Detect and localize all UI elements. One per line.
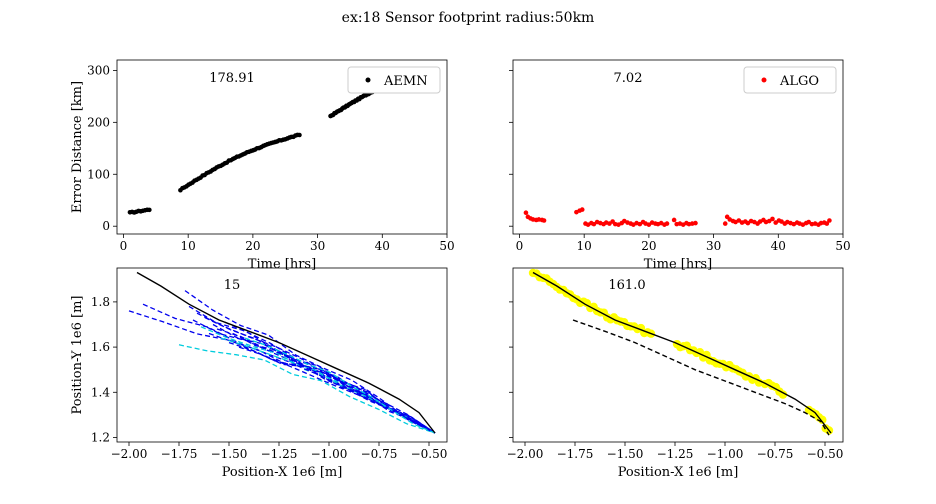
x-tick-label: −2.00 bbox=[111, 447, 148, 461]
y-tick-label: 0 bbox=[102, 219, 110, 233]
data-point bbox=[541, 218, 547, 223]
y-tick-label: 1.4 bbox=[91, 385, 110, 399]
track-line bbox=[128, 310, 436, 434]
plot-area bbox=[523, 207, 832, 227]
panel-bottom-right: −2.00 −1.75 −1.50 −1.25 −1.00 −0.75 −0.50 Posit… bbox=[507, 267, 844, 480]
track-line bbox=[232, 332, 436, 434]
x-axis-label: Time [hrs] bbox=[644, 257, 712, 272]
track-line bbox=[200, 326, 436, 434]
x-tick-label: 50 bbox=[439, 239, 454, 253]
detection-point bbox=[778, 390, 788, 399]
axes-frame bbox=[512, 59, 844, 235]
legend-label: ALGO bbox=[779, 74, 819, 89]
track-line bbox=[204, 317, 436, 434]
data-point bbox=[824, 221, 830, 226]
x-tick-label: −1.50 bbox=[607, 447, 644, 461]
data-point bbox=[827, 218, 832, 223]
legend-label: AEMN bbox=[383, 74, 428, 89]
data-point bbox=[693, 220, 698, 226]
x-tick-label: −1.00 bbox=[707, 447, 744, 461]
legend-box bbox=[347, 66, 441, 94]
data-point bbox=[722, 221, 728, 226]
data-point bbox=[147, 207, 152, 213]
x-axis-label: Position-X 1e6 [m] bbox=[618, 465, 739, 480]
track-line bbox=[142, 303, 436, 434]
x-tick-label: −0.75 bbox=[757, 447, 794, 461]
data-point bbox=[664, 221, 670, 226]
truth-line bbox=[532, 271, 832, 434]
y-tick-label: 300 bbox=[87, 63, 110, 77]
truth-line bbox=[136, 271, 436, 434]
data-point bbox=[297, 132, 302, 138]
data-point bbox=[770, 216, 775, 222]
x-tick-label: −0.50 bbox=[411, 447, 448, 461]
x-tick-label: 30 bbox=[310, 239, 325, 253]
data-point bbox=[671, 217, 677, 223]
estimate-line bbox=[572, 319, 830, 436]
axes-frame bbox=[512, 267, 844, 443]
x-axis-label: Time [hrs] bbox=[248, 257, 316, 272]
panel-top-left: 0 10 20 30 40 50 0 100 200 300 Time [hrs] Error Dis… bbox=[70, 59, 455, 272]
x-tick-label: 0 bbox=[120, 239, 128, 253]
plot-area bbox=[528, 268, 834, 436]
track-line bbox=[244, 337, 436, 434]
axes-frame bbox=[116, 267, 448, 443]
legend-box bbox=[743, 66, 837, 94]
y-axis-label: Position-Y 1e6 [m] bbox=[70, 296, 85, 415]
figure-suptitle: ex:18 Sensor footprint radius:50km bbox=[342, 10, 595, 26]
y-tick-label: 200 bbox=[87, 115, 110, 129]
x-tick-label: −2.00 bbox=[507, 447, 544, 461]
x-axis-label: Position-X 1e6 [m] bbox=[222, 465, 343, 480]
track-line bbox=[238, 346, 436, 434]
x-tick-label: 20 bbox=[245, 239, 260, 253]
y-tick-label: 100 bbox=[87, 167, 110, 181]
track-line bbox=[184, 290, 436, 434]
data-point bbox=[523, 210, 529, 216]
panel-annotation: 161.0 bbox=[608, 278, 645, 293]
track-line bbox=[178, 344, 436, 434]
x-tick-label: 20 bbox=[641, 239, 656, 253]
legend-marker bbox=[761, 77, 767, 83]
panel-top-right: 0 10 20 30 40 50 Time [hrs] ALGO 7.02 bbox=[509, 59, 851, 272]
x-tick-label: −1.75 bbox=[557, 447, 594, 461]
legend-marker bbox=[365, 77, 371, 83]
x-tick-label: −0.50 bbox=[807, 447, 844, 461]
x-tick-label: 40 bbox=[375, 239, 390, 253]
y-tick-label: 1.6 bbox=[91, 340, 110, 354]
x-tick-label: −1.25 bbox=[657, 447, 694, 461]
data-point bbox=[579, 207, 585, 212]
y-axis-label: Error Distance [km] bbox=[70, 81, 85, 213]
track-line bbox=[228, 341, 436, 434]
panel-annotation: 178.91 bbox=[209, 71, 255, 86]
x-tick-label: 10 bbox=[181, 239, 196, 253]
track-line bbox=[220, 337, 436, 434]
x-tick-label: −1.00 bbox=[311, 447, 348, 461]
x-tick-label: −1.50 bbox=[211, 447, 248, 461]
x-tick-label: 40 bbox=[771, 239, 786, 253]
x-tick-label: 50 bbox=[835, 239, 850, 253]
x-tick-label: −1.75 bbox=[161, 447, 198, 461]
y-tick-label: 1.2 bbox=[91, 430, 110, 444]
panel-annotation: 15 bbox=[224, 278, 241, 293]
y-tick-label: 1.8 bbox=[91, 295, 110, 309]
x-tick-label: 0 bbox=[516, 239, 524, 253]
plot-area bbox=[128, 271, 436, 434]
x-tick-label: 10 bbox=[577, 239, 592, 253]
panel-bottom-left: −2.00 −1.75 −1.50 −1.25 −1.00 −0.75 −0.50 1.2 1.… bbox=[70, 267, 448, 480]
x-tick-label: 30 bbox=[706, 239, 721, 253]
panel-annotation: 7.02 bbox=[614, 71, 643, 86]
x-tick-label: −1.25 bbox=[261, 447, 298, 461]
x-tick-label: −0.75 bbox=[361, 447, 398, 461]
axes-frame bbox=[116, 59, 448, 235]
